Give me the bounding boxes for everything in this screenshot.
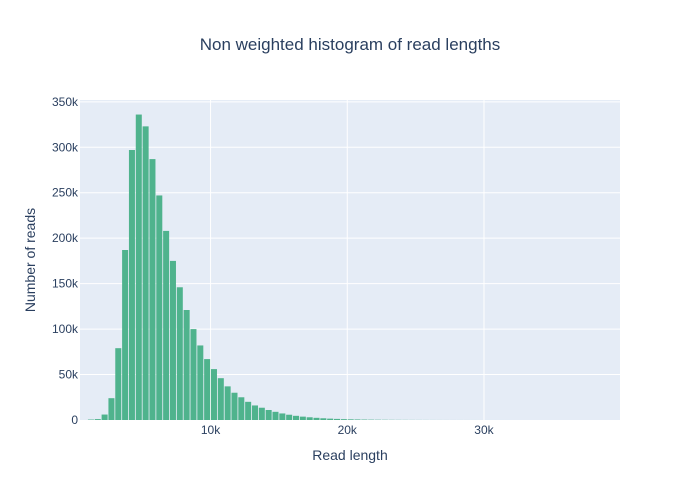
histogram-bar: [204, 359, 211, 420]
histogram-bar: [142, 126, 149, 420]
histogram-bar: [183, 310, 190, 420]
histogram-bar: [122, 250, 129, 420]
y-tick-label: 150k: [52, 277, 79, 291]
histogram-bar: [197, 345, 204, 420]
y-axis-title: Number of reads: [22, 208, 38, 312]
histogram-bar: [190, 329, 197, 420]
histogram-bar: [286, 414, 293, 420]
histogram-bar: [163, 230, 170, 420]
histogram-bar: [245, 401, 252, 420]
histogram-bar: [320, 418, 327, 420]
x-tick-label: 30k: [474, 423, 494, 437]
histogram-bar: [101, 414, 108, 420]
histogram-bar: [108, 398, 115, 420]
histogram-bar: [231, 392, 238, 420]
histogram-bar: [135, 114, 142, 420]
histogram-bar: [306, 417, 313, 420]
x-axis-ticks: 10k 20k 30k: [201, 423, 495, 437]
y-tick-label: 0: [71, 413, 78, 427]
histogram-bar: [292, 415, 300, 420]
chart-title: Non weighted histogram of read lengths: [200, 35, 501, 54]
y-tick-label: 350k: [52, 95, 79, 109]
y-tick-label: 200k: [52, 231, 79, 245]
histogram-bar: [115, 348, 122, 420]
histogram-bar: [347, 419, 354, 420]
histogram-bar: [238, 397, 245, 420]
y-tick-label: 250k: [52, 186, 79, 200]
histogram-bar: [299, 416, 306, 420]
x-tick-label: 10k: [201, 423, 221, 437]
histogram-bar: [224, 386, 231, 420]
histogram-bar: [279, 413, 286, 420]
histogram-bar: [149, 159, 156, 420]
histogram-bar: [217, 378, 224, 420]
bars: [87, 114, 607, 420]
histogram-bar: [210, 369, 217, 420]
histogram-bar: [354, 419, 361, 420]
histogram-bar: [169, 260, 176, 420]
histogram-bar: [334, 418, 341, 420]
histogram-bar: [313, 417, 320, 420]
histogram-bar: [156, 195, 163, 420]
histogram-bar: [265, 410, 272, 420]
histogram-bar: [128, 150, 135, 420]
histogram-bar: [251, 405, 258, 420]
histogram-bar: [327, 418, 334, 420]
histogram-bar: [94, 419, 101, 420]
histogram-bar: [258, 407, 265, 420]
histogram-bar: [176, 287, 183, 420]
y-tick-label: 300k: [52, 140, 79, 154]
histogram-bar: [272, 411, 279, 420]
x-axis-title: Read length: [312, 447, 388, 463]
y-tick-label: 50k: [59, 368, 79, 382]
x-tick-label: 20k: [338, 423, 358, 437]
y-tick-label: 100k: [52, 322, 79, 336]
y-axis-ticks: 0 50k 100k 150k 200k 250k 300k 350k: [52, 95, 79, 427]
histogram-bar: [340, 419, 347, 420]
